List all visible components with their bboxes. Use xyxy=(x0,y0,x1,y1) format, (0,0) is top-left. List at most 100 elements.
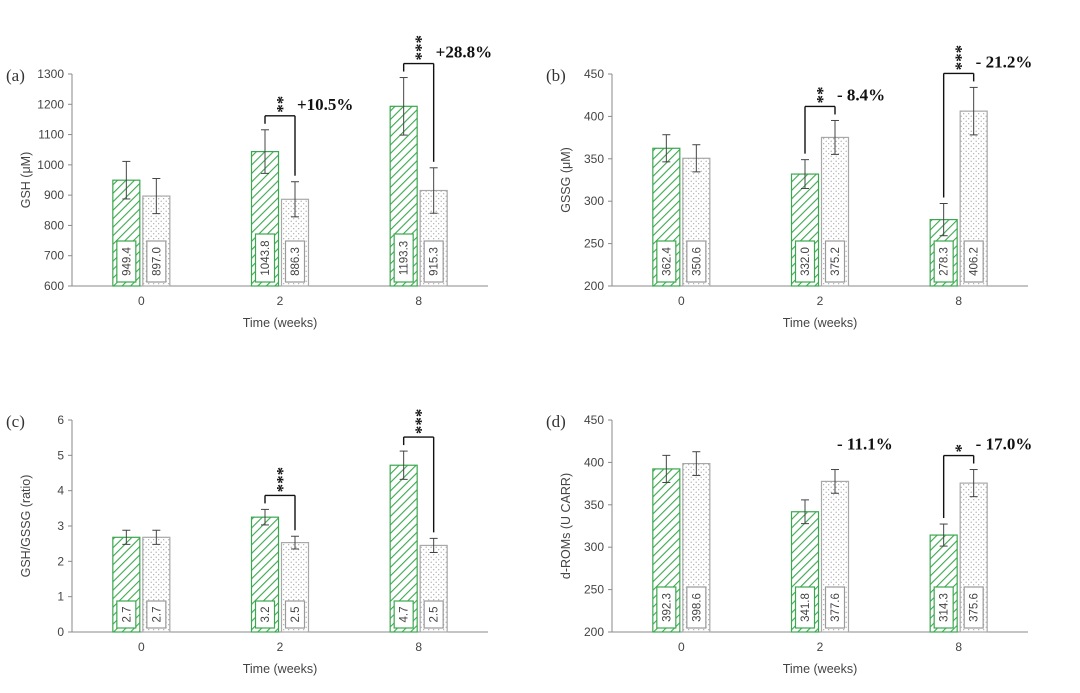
y-axis-title: d-ROMs (U CARR) xyxy=(559,473,573,579)
percent-change: +10.5% xyxy=(297,95,353,114)
data-label: 398.6 xyxy=(691,593,703,622)
data-label: 341.8 xyxy=(800,593,812,622)
data-label: 2.5 xyxy=(290,607,302,623)
data-label: 377.6 xyxy=(830,593,842,622)
panel-b: (b) 200 250 300 350 400 450 0 2 8 Time (weeks) GSSG… xyxy=(540,0,1080,346)
y-tick-label: 900 xyxy=(44,188,64,202)
x-tick-label: 2 xyxy=(277,294,284,308)
y-tick-label: 250 xyxy=(584,583,604,597)
panel-label: (c) xyxy=(6,412,25,431)
data-label-group: 398.6 xyxy=(687,587,706,628)
data-label: 1043.8 xyxy=(260,240,272,275)
data-label-group: 1193.3 xyxy=(394,234,413,282)
x-tick-label: 0 xyxy=(678,640,685,654)
y-tick-label: 700 xyxy=(44,249,64,263)
x-axis-title: Time (weeks) xyxy=(243,316,318,330)
percent-change: - 8.4% xyxy=(837,85,885,104)
data-label-group: 350.6 xyxy=(687,241,706,282)
data-label: 886.3 xyxy=(290,247,302,276)
data-label: 332.0 xyxy=(800,247,812,276)
panel-a: (a) 600 700 800 900 1000 1100 1200 1300 0 2 8 Time (… xyxy=(0,0,540,346)
y-tick-label: 0 xyxy=(57,625,64,639)
data-label: 2.7 xyxy=(121,607,133,623)
data-label: 375.2 xyxy=(830,247,842,276)
data-label-group: 362.4 xyxy=(657,241,676,282)
panel-label: (d) xyxy=(546,412,566,431)
y-tick-label: 1200 xyxy=(37,97,64,111)
x-tick-label: 0 xyxy=(678,294,685,308)
y-tick-label: 350 xyxy=(584,498,604,512)
y-tick-label: 800 xyxy=(44,218,64,232)
data-label: 4.7 xyxy=(399,607,411,623)
y-tick-label: 300 xyxy=(584,194,604,208)
panel-label: (b) xyxy=(546,66,566,85)
x-tick-label: 8 xyxy=(415,640,422,654)
x-tick-label: 8 xyxy=(955,640,962,654)
x-tick-label: 8 xyxy=(955,294,962,308)
panel-d: (d) 200 250 300 350 400 450 0 2 8 Time (weeks) d-RO… xyxy=(540,346,1080,692)
percent-change: - 11.1% xyxy=(837,435,893,454)
x-tick-label: 2 xyxy=(277,640,284,654)
percent-change: - 17.0% xyxy=(976,435,1033,454)
y-tick-label: 600 xyxy=(44,279,64,293)
data-label-group: 341.8 xyxy=(796,587,815,628)
data-label-group: 4.7 xyxy=(394,601,413,628)
x-axis-title: Time (weeks) xyxy=(783,662,858,676)
y-tick-label: 1300 xyxy=(37,67,64,81)
data-label: 897.0 xyxy=(151,247,163,276)
chart-a: (a)60070080090010001100120013000 2 8Time (… xyxy=(0,0,540,346)
percent-change: +28.8% xyxy=(436,43,492,62)
sig-stars: ** xyxy=(813,86,832,103)
panel-c: (c) 0 1 2 3 4 5 6 0 2 8 Time (weeks) GSH/GSSG (ratio… xyxy=(0,346,540,692)
y-tick-label: 4 xyxy=(57,484,64,498)
y-tick-label: 250 xyxy=(584,237,604,251)
y-tick-label: 1000 xyxy=(37,158,64,172)
y-tick-label: 350 xyxy=(584,152,604,166)
data-label-group: 2.7 xyxy=(117,601,136,628)
y-tick-label: 5 xyxy=(57,448,64,462)
y-tick-label: 400 xyxy=(584,109,604,123)
data-label: 3.2 xyxy=(260,607,272,623)
data-label: 915.3 xyxy=(429,247,441,276)
chart-b: (b) 200 250 300 350 400 450 0 2 8 Time (weeks) GSSG… xyxy=(540,0,1080,346)
data-label-group: 314.3 xyxy=(934,587,953,628)
data-label-group: 332.0 xyxy=(796,241,815,282)
data-label: 278.3 xyxy=(939,247,951,276)
data-label-group: 886.3 xyxy=(286,241,305,282)
chart-d: (d) 200 250 300 350 400 450 0 2 8 Time (weeks) d-RO… xyxy=(540,346,1080,692)
y-tick-label: 400 xyxy=(584,455,604,469)
x-tick-label: 0 xyxy=(138,294,145,308)
y-tick-label: 6 xyxy=(57,413,64,427)
data-label: 362.4 xyxy=(661,247,673,276)
data-label: 949.4 xyxy=(121,247,133,276)
y-tick-label: 200 xyxy=(584,625,604,639)
sig-stars: *** xyxy=(273,467,292,493)
data-label-group: 392.3 xyxy=(657,587,676,628)
data-label-group: 2.7 xyxy=(147,601,166,628)
data-label: 350.6 xyxy=(691,247,703,276)
data-label-group: 406.2 xyxy=(964,241,983,282)
panel-label: (a) xyxy=(6,66,25,85)
x-tick-label: 0 xyxy=(138,640,145,654)
y-tick-label: 300 xyxy=(584,540,604,554)
data-label-group: 278.3 xyxy=(934,241,953,282)
percent-change: - 21.2% xyxy=(976,52,1033,71)
data-label-group: 375.2 xyxy=(826,241,845,282)
y-tick-label: 1 xyxy=(57,590,64,604)
data-label: 2.7 xyxy=(151,607,163,623)
x-tick-label: 2 xyxy=(817,294,824,308)
data-label: 406.2 xyxy=(969,247,981,276)
data-label: 1193.3 xyxy=(399,241,411,275)
x-tick-label: 8 xyxy=(415,294,422,308)
x-axis-title: Time (weeks) xyxy=(783,316,858,330)
data-label-group: 2.5 xyxy=(286,601,305,628)
data-label-group: 949.4 xyxy=(117,241,136,282)
y-axis-title: GSH/GSSG (ratio) xyxy=(19,475,33,578)
sig-stars: *** xyxy=(952,45,971,71)
data-label-group: 915.3 xyxy=(424,241,443,282)
sig-stars: * xyxy=(952,444,971,453)
x-axis-title: Time (weeks) xyxy=(243,662,318,676)
x-tick-label: 2 xyxy=(817,640,824,654)
chart-c: (c) 0 1 2 3 4 5 6 0 2 8 Time (weeks) GSH/GSSG (ratio… xyxy=(0,346,540,692)
data-label-group: 897.0 xyxy=(147,241,166,282)
